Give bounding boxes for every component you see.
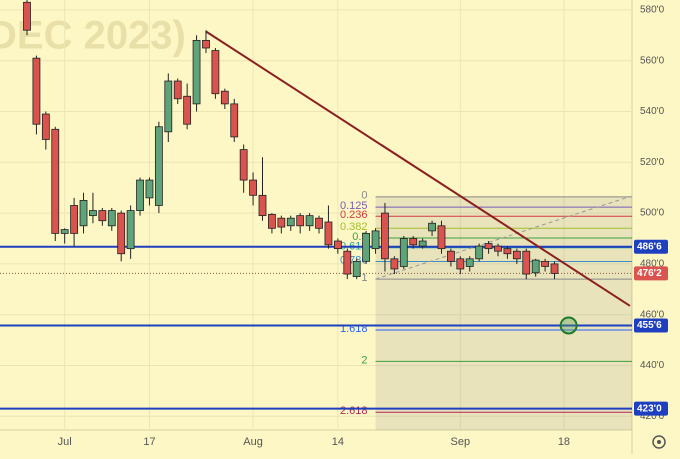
candle-body [305, 215, 314, 227]
candle-body [239, 149, 248, 181]
candle-body [550, 263, 559, 274]
candle-body [173, 80, 182, 100]
trendline [205, 30, 631, 307]
candle-body [192, 39, 201, 105]
candle-body [249, 179, 257, 196]
candle-body [503, 248, 512, 255]
x-tick-label: Sep [451, 436, 471, 448]
x-tick-label: Jul [58, 436, 72, 448]
candle-body [117, 212, 126, 255]
candle-body [258, 194, 267, 217]
y-tick-label: 500'0 [640, 208, 665, 219]
candle-body [343, 250, 352, 275]
candle-body [484, 243, 493, 250]
candle-body [70, 205, 78, 234]
candle-body [154, 126, 163, 206]
x-tick-label: Aug [243, 436, 263, 448]
x-tick-label: 14 [332, 436, 344, 448]
candle-body [541, 260, 549, 267]
candle-body [230, 103, 239, 138]
y-tick-label: 460'0 [640, 309, 665, 320]
candle-body [60, 229, 69, 234]
target-marker [559, 316, 578, 335]
price-label: 486'6 [637, 241, 662, 252]
settings-icon[interactable] [652, 435, 666, 449]
candle-body [381, 212, 389, 260]
candle-body [145, 179, 154, 199]
candle-body [183, 95, 192, 125]
candle-body [41, 113, 50, 140]
candle-body [268, 213, 276, 229]
candle-body [79, 199, 88, 227]
candle-body [531, 259, 540, 274]
y-tick-label: 560'0 [640, 55, 665, 66]
candle-body [399, 238, 408, 267]
y-tick-label: 440'0 [640, 360, 665, 371]
candle-body [23, 1, 31, 31]
fib-label: 2 [361, 354, 367, 366]
price-label-bg [634, 266, 668, 281]
candle-body [107, 210, 116, 227]
price-label: 423'0 [637, 403, 662, 414]
candle-body [211, 50, 220, 95]
candle-body [277, 217, 286, 228]
candle-body [352, 260, 361, 277]
candle-body [475, 245, 484, 260]
fib-label: 0 [361, 190, 367, 202]
candle-body [333, 240, 342, 250]
candle-body [220, 90, 229, 105]
price-label-bg [634, 318, 668, 333]
candle-body [164, 80, 173, 133]
fib-area [375, 196, 632, 430]
candle-body [494, 245, 502, 252]
candle-body [437, 225, 446, 250]
price-label: 455'6 [637, 320, 662, 331]
fib-label: 2.618 [340, 405, 368, 417]
candle-body [89, 210, 97, 217]
candle-body [51, 128, 60, 234]
x-tick-label: 17 [143, 436, 155, 448]
candle-body [324, 221, 333, 246]
y-tick-label: 540'0 [640, 106, 665, 117]
candle-body [446, 250, 455, 262]
candle-body [428, 222, 436, 232]
candle-body [286, 217, 295, 227]
candle-body [32, 57, 41, 125]
y-tick-label: 480'0 [640, 259, 665, 270]
candle-body [418, 240, 427, 247]
candle-body [409, 238, 418, 246]
candle-body [371, 230, 380, 250]
candle-body [522, 250, 531, 275]
candle-body [456, 258, 465, 270]
candle-body [315, 217, 323, 229]
fib-label: 1 [361, 272, 367, 284]
fib-label: 0.382 [340, 221, 368, 233]
candle-body [512, 250, 521, 260]
fib-label: 0.236 [340, 209, 368, 221]
price-label: 476'2 [637, 268, 662, 279]
x-tick-label: 18 [558, 436, 570, 448]
y-tick-label: 420'0 [640, 411, 665, 422]
candle-body [98, 210, 107, 222]
candle-body [390, 258, 399, 270]
candle-body [465, 258, 474, 267]
y-tick-label: 580'0 [640, 5, 665, 16]
candle-body [126, 210, 135, 250]
candle-body [296, 215, 305, 227]
y-tick-label: 520'0 [640, 157, 665, 168]
price-label-bg [634, 239, 668, 254]
price-label-bg [634, 401, 668, 416]
watermark: DEC 2023) [0, 14, 186, 58]
channel [375, 196, 631, 280]
candle-body [202, 39, 210, 49]
candle-body [362, 233, 371, 262]
fib-label: 0.125 [340, 200, 368, 212]
candle-body [136, 179, 144, 211]
